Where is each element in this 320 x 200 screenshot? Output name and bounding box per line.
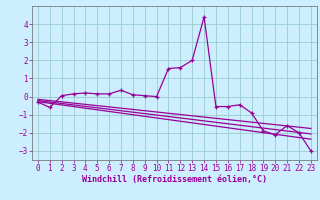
X-axis label: Windchill (Refroidissement éolien,°C): Windchill (Refroidissement éolien,°C) [82,175,267,184]
